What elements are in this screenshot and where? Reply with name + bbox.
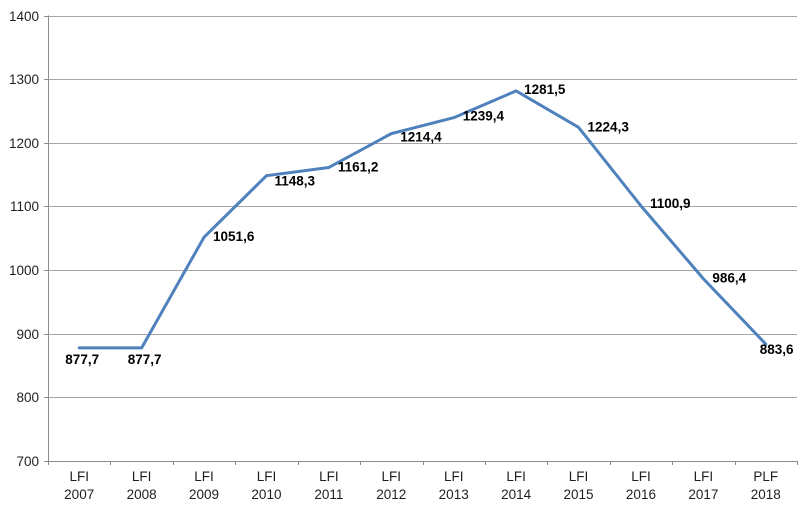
x-tick-label: LFI 2017 — [688, 469, 718, 502]
x-tick-label: LFI 2013 — [439, 469, 469, 502]
data-label: 1281,5 — [524, 82, 566, 97]
data-label: 1239,4 — [463, 109, 505, 124]
y-tick-label: 1000 — [9, 263, 39, 278]
data-label: 883,6 — [760, 342, 794, 357]
data-label: 1224,3 — [588, 119, 630, 134]
x-tick-label: LFI 2011 — [314, 469, 343, 502]
data-label: 1214,4 — [400, 130, 442, 145]
x-tick-label: LFI 2008 — [127, 469, 157, 502]
y-tick-label: 700 — [16, 454, 39, 469]
y-tick-label: 800 — [16, 390, 39, 405]
x-tick-label: LFI 2007 — [64, 469, 94, 502]
x-tick-label: LFI 2009 — [189, 469, 219, 502]
data-label: 1148,3 — [274, 174, 315, 189]
y-tick-label: 1400 — [9, 9, 39, 24]
data-label: 986,4 — [712, 271, 746, 286]
data-label: 1051,6 — [213, 229, 255, 244]
x-tick-label: LFI 2016 — [626, 469, 656, 502]
y-tick-label: 1200 — [9, 136, 39, 151]
data-label: 877,7 — [65, 352, 99, 367]
x-tick-label: PLF 2018 — [751, 469, 781, 502]
data-label: 877,7 — [128, 352, 162, 367]
data-label: 1161,2 — [338, 159, 379, 174]
y-tick-label: 1300 — [9, 72, 39, 87]
y-tick-label: 1100 — [10, 199, 39, 214]
data-label: 1100,9 — [650, 196, 691, 211]
x-tick-label: LFI 2014 — [501, 469, 532, 502]
y-tick-label: 900 — [16, 327, 39, 342]
x-tick-label: LFI 2015 — [564, 469, 594, 502]
line-series — [77, 89, 768, 350]
x-tick-label: LFI 2010 — [251, 469, 281, 502]
x-tick-label: LFI 2012 — [376, 469, 406, 502]
